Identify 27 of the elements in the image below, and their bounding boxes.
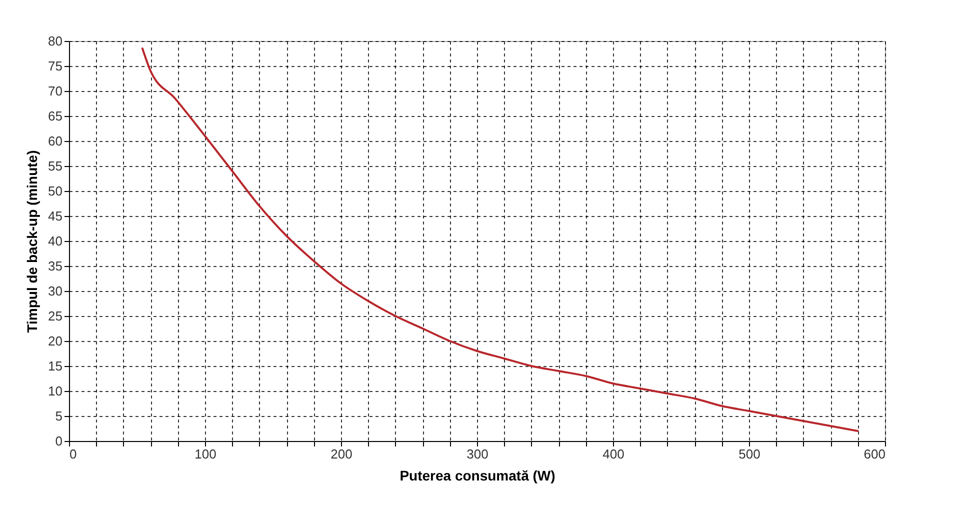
y-tick-label: 10 — [48, 384, 62, 398]
y-tick-label: 5 — [55, 408, 62, 424]
y-tick-label: 50 — [48, 184, 62, 198]
y-tick-label: 0 — [55, 434, 62, 448]
line-series — [141, 48, 859, 432]
x-axis-title: Puterea consumată (W) — [400, 468, 556, 484]
y-tick-label: 75 — [48, 58, 62, 74]
x-tick-label: 0 — [70, 446, 77, 462]
x-tick-label: 300 — [466, 446, 488, 462]
y-tick-label: 45 — [48, 208, 62, 224]
y-tick-label: 80 — [48, 34, 62, 48]
y-tick-label: 70 — [48, 84, 62, 98]
x-tick-label: 400 — [602, 446, 624, 462]
y-tick-label: 25 — [48, 308, 62, 324]
y-tick-label: 20 — [48, 334, 62, 348]
y-tick-label: 65 — [48, 108, 62, 124]
y-tick-label: 30 — [48, 284, 62, 298]
x-tick-label: 500 — [738, 446, 760, 462]
y-tick-label: 40 — [48, 234, 62, 248]
x-tick-label: 200 — [330, 446, 352, 462]
y-tick-label: 35 — [48, 258, 62, 274]
y-tick-label: 60 — [48, 134, 62, 148]
y-tick-label: 55 — [48, 158, 62, 174]
x-tick-label: 100 — [194, 446, 216, 462]
x-tick-label: 600 — [864, 446, 886, 462]
y-tick-label: 15 — [48, 358, 62, 374]
y-axis-title: Timpul de back-up (minute) — [24, 150, 40, 333]
